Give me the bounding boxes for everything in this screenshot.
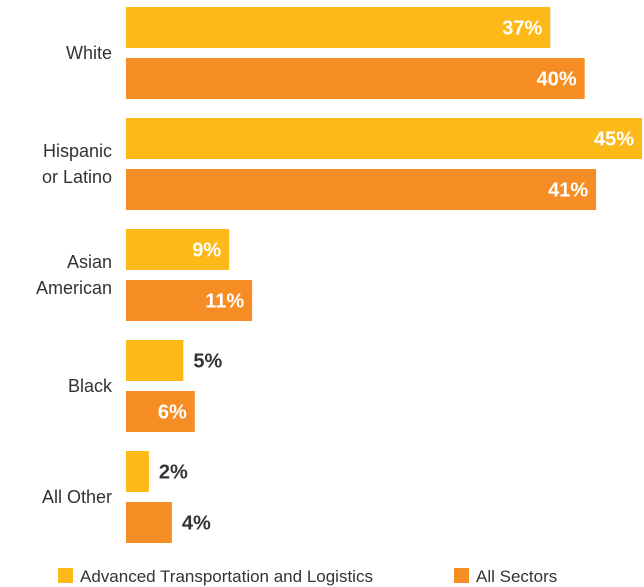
bar-advanced-transportation [126, 451, 149, 492]
category-label: or Latino [42, 167, 112, 187]
legend-label-advanced-transportation: Advanced Transportation and Logistics [80, 567, 373, 586]
data-label: 40% [537, 69, 577, 91]
data-label: 6% [158, 402, 187, 424]
category-label: White [66, 43, 112, 63]
bar-all-sectors [126, 280, 253, 321]
bar-all-sectors [126, 502, 172, 543]
bar-all-sectors [126, 58, 585, 99]
data-label: 4% [182, 513, 211, 535]
bar-advanced-transportation [126, 118, 642, 159]
category-label: Asian [67, 252, 112, 272]
legend-swatch-all-sectors [454, 568, 469, 583]
data-label: 11% [205, 291, 244, 313]
legend-label-all-sectors: All Sectors [476, 567, 557, 586]
category-label: Black [68, 376, 113, 396]
bar-all-sectors [126, 169, 597, 210]
category-label: All Other [42, 487, 112, 507]
data-label: 41% [548, 180, 588, 202]
data-label: 9% [192, 240, 221, 262]
bar-advanced-transportation [126, 340, 184, 381]
bar-advanced-transportation [126, 229, 230, 270]
data-label: 5% [193, 351, 222, 373]
data-label: 45% [594, 129, 634, 151]
legend-swatch-advanced-transportation [58, 568, 73, 583]
bar-advanced-transportation [126, 7, 551, 48]
category-label: Hispanic [43, 141, 112, 161]
data-label: 2% [159, 462, 188, 484]
bar-all-sectors [126, 391, 195, 432]
data-label: 37% [502, 18, 542, 40]
category-label: American [36, 278, 112, 298]
